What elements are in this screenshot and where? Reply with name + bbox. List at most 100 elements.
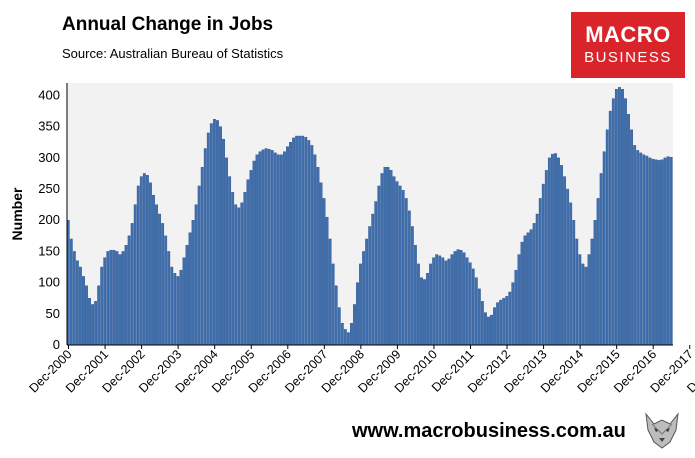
bar <box>520 241 524 346</box>
bar <box>279 154 283 346</box>
bar <box>535 213 539 346</box>
logo-line1: MACRO <box>585 22 671 47</box>
bar <box>191 220 195 346</box>
bar <box>493 307 496 346</box>
bar <box>465 257 469 346</box>
chart-subtitle: Source: Australian Bureau of Statistics <box>62 46 284 61</box>
bar <box>608 110 612 346</box>
bar <box>599 173 603 346</box>
bar <box>249 170 253 346</box>
bar <box>392 176 396 346</box>
bar <box>82 276 85 346</box>
bar <box>645 155 649 346</box>
bar <box>359 263 362 346</box>
bar <box>371 213 375 346</box>
bar <box>456 249 460 346</box>
footer-url: www.macrobusiness.com.au <box>352 420 626 442</box>
y-tick-label: 350 <box>38 119 60 134</box>
bar <box>550 153 554 346</box>
bar <box>350 322 353 346</box>
bar <box>386 167 390 346</box>
bar <box>560 165 563 346</box>
bar <box>270 150 274 346</box>
bar <box>292 137 296 346</box>
bar <box>316 167 320 346</box>
bar <box>511 282 515 346</box>
bar <box>383 167 387 346</box>
bar <box>477 288 481 346</box>
bar <box>654 159 658 346</box>
bar <box>124 244 128 346</box>
bar <box>389 170 393 346</box>
bar <box>267 148 271 346</box>
bar <box>185 244 189 346</box>
bar <box>596 198 600 346</box>
bar <box>255 154 259 346</box>
bar <box>206 132 210 346</box>
bar <box>444 260 448 346</box>
bar <box>130 223 134 346</box>
bar <box>413 244 417 346</box>
bar <box>401 190 405 346</box>
bar <box>377 185 381 346</box>
bar <box>624 98 627 346</box>
bar <box>474 277 478 346</box>
logo-line2: BUSINESS <box>584 49 672 66</box>
bar <box>648 157 652 346</box>
bar <box>508 291 512 346</box>
y-tick-label: 250 <box>38 181 60 196</box>
bar <box>112 249 116 346</box>
bar <box>480 301 484 346</box>
bar <box>611 98 615 346</box>
bar <box>529 229 533 346</box>
bar <box>286 146 289 346</box>
bar <box>593 220 597 346</box>
bar <box>429 263 433 346</box>
bar <box>496 302 500 346</box>
bar <box>435 254 439 346</box>
bar <box>301 135 305 346</box>
bar <box>356 282 359 346</box>
bar <box>502 298 506 346</box>
bar <box>410 226 414 346</box>
bar <box>374 201 378 346</box>
bar <box>216 120 219 346</box>
bar <box>617 87 621 346</box>
bar <box>231 191 235 346</box>
y-tick-label: 0 <box>53 337 60 352</box>
bar <box>581 263 585 346</box>
bar <box>243 191 247 346</box>
macrobusiness-logo: MACRO BUSINESS <box>571 12 685 78</box>
bar <box>432 257 436 346</box>
bar <box>614 89 618 346</box>
bar <box>307 140 311 346</box>
bar <box>532 223 536 346</box>
bar <box>462 252 466 346</box>
bar <box>228 176 232 346</box>
bar <box>657 160 661 346</box>
bar <box>88 298 91 346</box>
bar <box>380 173 384 346</box>
bar <box>365 238 369 346</box>
y-tick-label: 50 <box>46 306 60 321</box>
bar <box>188 232 192 346</box>
bar <box>554 153 557 346</box>
bar <box>149 182 152 346</box>
bar <box>142 173 146 346</box>
bar <box>547 157 551 346</box>
bar <box>325 216 329 346</box>
bar <box>194 204 198 346</box>
bar <box>331 263 335 346</box>
bar <box>587 254 591 346</box>
bar <box>145 175 149 346</box>
y-tick-label: 100 <box>38 275 60 290</box>
bar <box>636 150 640 346</box>
bar <box>544 170 548 346</box>
bar <box>212 118 216 346</box>
bar <box>127 235 131 346</box>
y-tick-label: 300 <box>38 150 60 165</box>
bar <box>209 123 213 346</box>
bar <box>139 176 143 346</box>
bar <box>541 183 545 346</box>
bar <box>276 154 280 346</box>
